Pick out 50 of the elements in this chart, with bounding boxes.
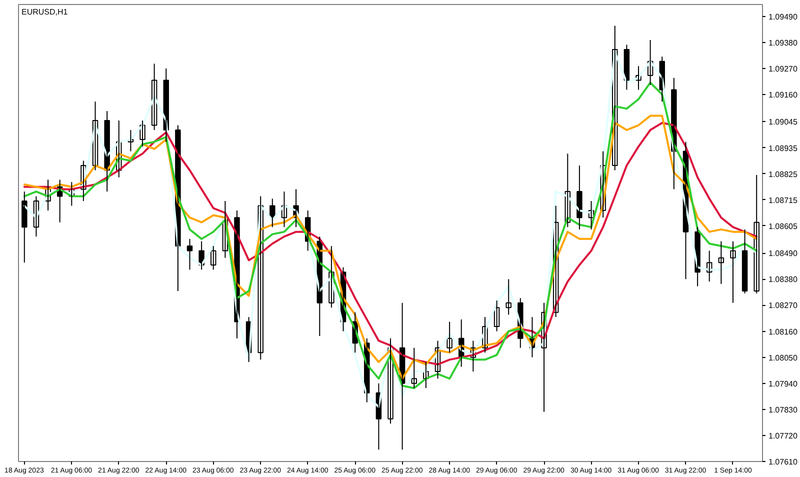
candlestick (636, 66, 642, 90)
y-tick-label: 1.08715 (768, 196, 798, 205)
candlestick (68, 182, 75, 206)
candlestick (494, 300, 500, 332)
candlestick (151, 63, 158, 130)
candlestick (388, 338, 394, 424)
candlestick (328, 246, 334, 308)
y-tick-label: 1.09045 (768, 118, 798, 127)
y-tick-label: 1.08380 (768, 275, 798, 284)
y-tick-label: 1.08050 (768, 353, 798, 362)
candlestick (33, 196, 40, 238)
y-tick-label: 1.08160 (768, 327, 798, 336)
candlestick (92, 101, 98, 171)
y-tick-label: 1.08825 (768, 170, 798, 179)
candlestick (470, 340, 476, 372)
candlestick (552, 205, 559, 318)
candlestick (210, 246, 216, 270)
candlestick (612, 25, 618, 171)
candlestick (647, 40, 654, 86)
y-tick-label: 1.08490 (768, 249, 798, 258)
y-tick-label: 1.09160 (768, 90, 798, 100)
y-tick-label: 1.09490 (768, 12, 798, 22)
candlestick (80, 160, 86, 202)
candlestick (706, 250, 712, 282)
y-tick-label: 1.08605 (768, 222, 798, 231)
candlestick (730, 240, 736, 304)
candlestick (564, 153, 571, 228)
y-tick-label: 1.09270 (768, 64, 798, 74)
y-tick-label: 1.08935 (768, 144, 798, 153)
candlestick (506, 278, 512, 316)
candlestick (446, 321, 452, 354)
candlestick (423, 362, 429, 389)
y-tick-label: 1.09380 (768, 38, 798, 48)
candlestick (541, 302, 547, 412)
candlestick (434, 340, 441, 380)
candlestick (411, 347, 417, 389)
y-tick-label: 1.07610 (768, 458, 798, 466)
candlestick (754, 174, 760, 294)
candlestick (718, 240, 724, 284)
y-tick-label: 1.08270 (768, 301, 798, 310)
candlestick (258, 196, 264, 360)
candlestick (116, 120, 122, 178)
chart-title: EURUSD,H1 (22, 8, 68, 16)
y-tick-label: 1.07830 (768, 405, 798, 414)
y-tick-label: 1.07720 (768, 431, 798, 440)
y-tick-label: 1.07940 (768, 379, 798, 388)
candlestick (281, 191, 288, 228)
candlestick (140, 120, 146, 148)
candlestick (588, 200, 594, 230)
candlestick (482, 316, 488, 354)
